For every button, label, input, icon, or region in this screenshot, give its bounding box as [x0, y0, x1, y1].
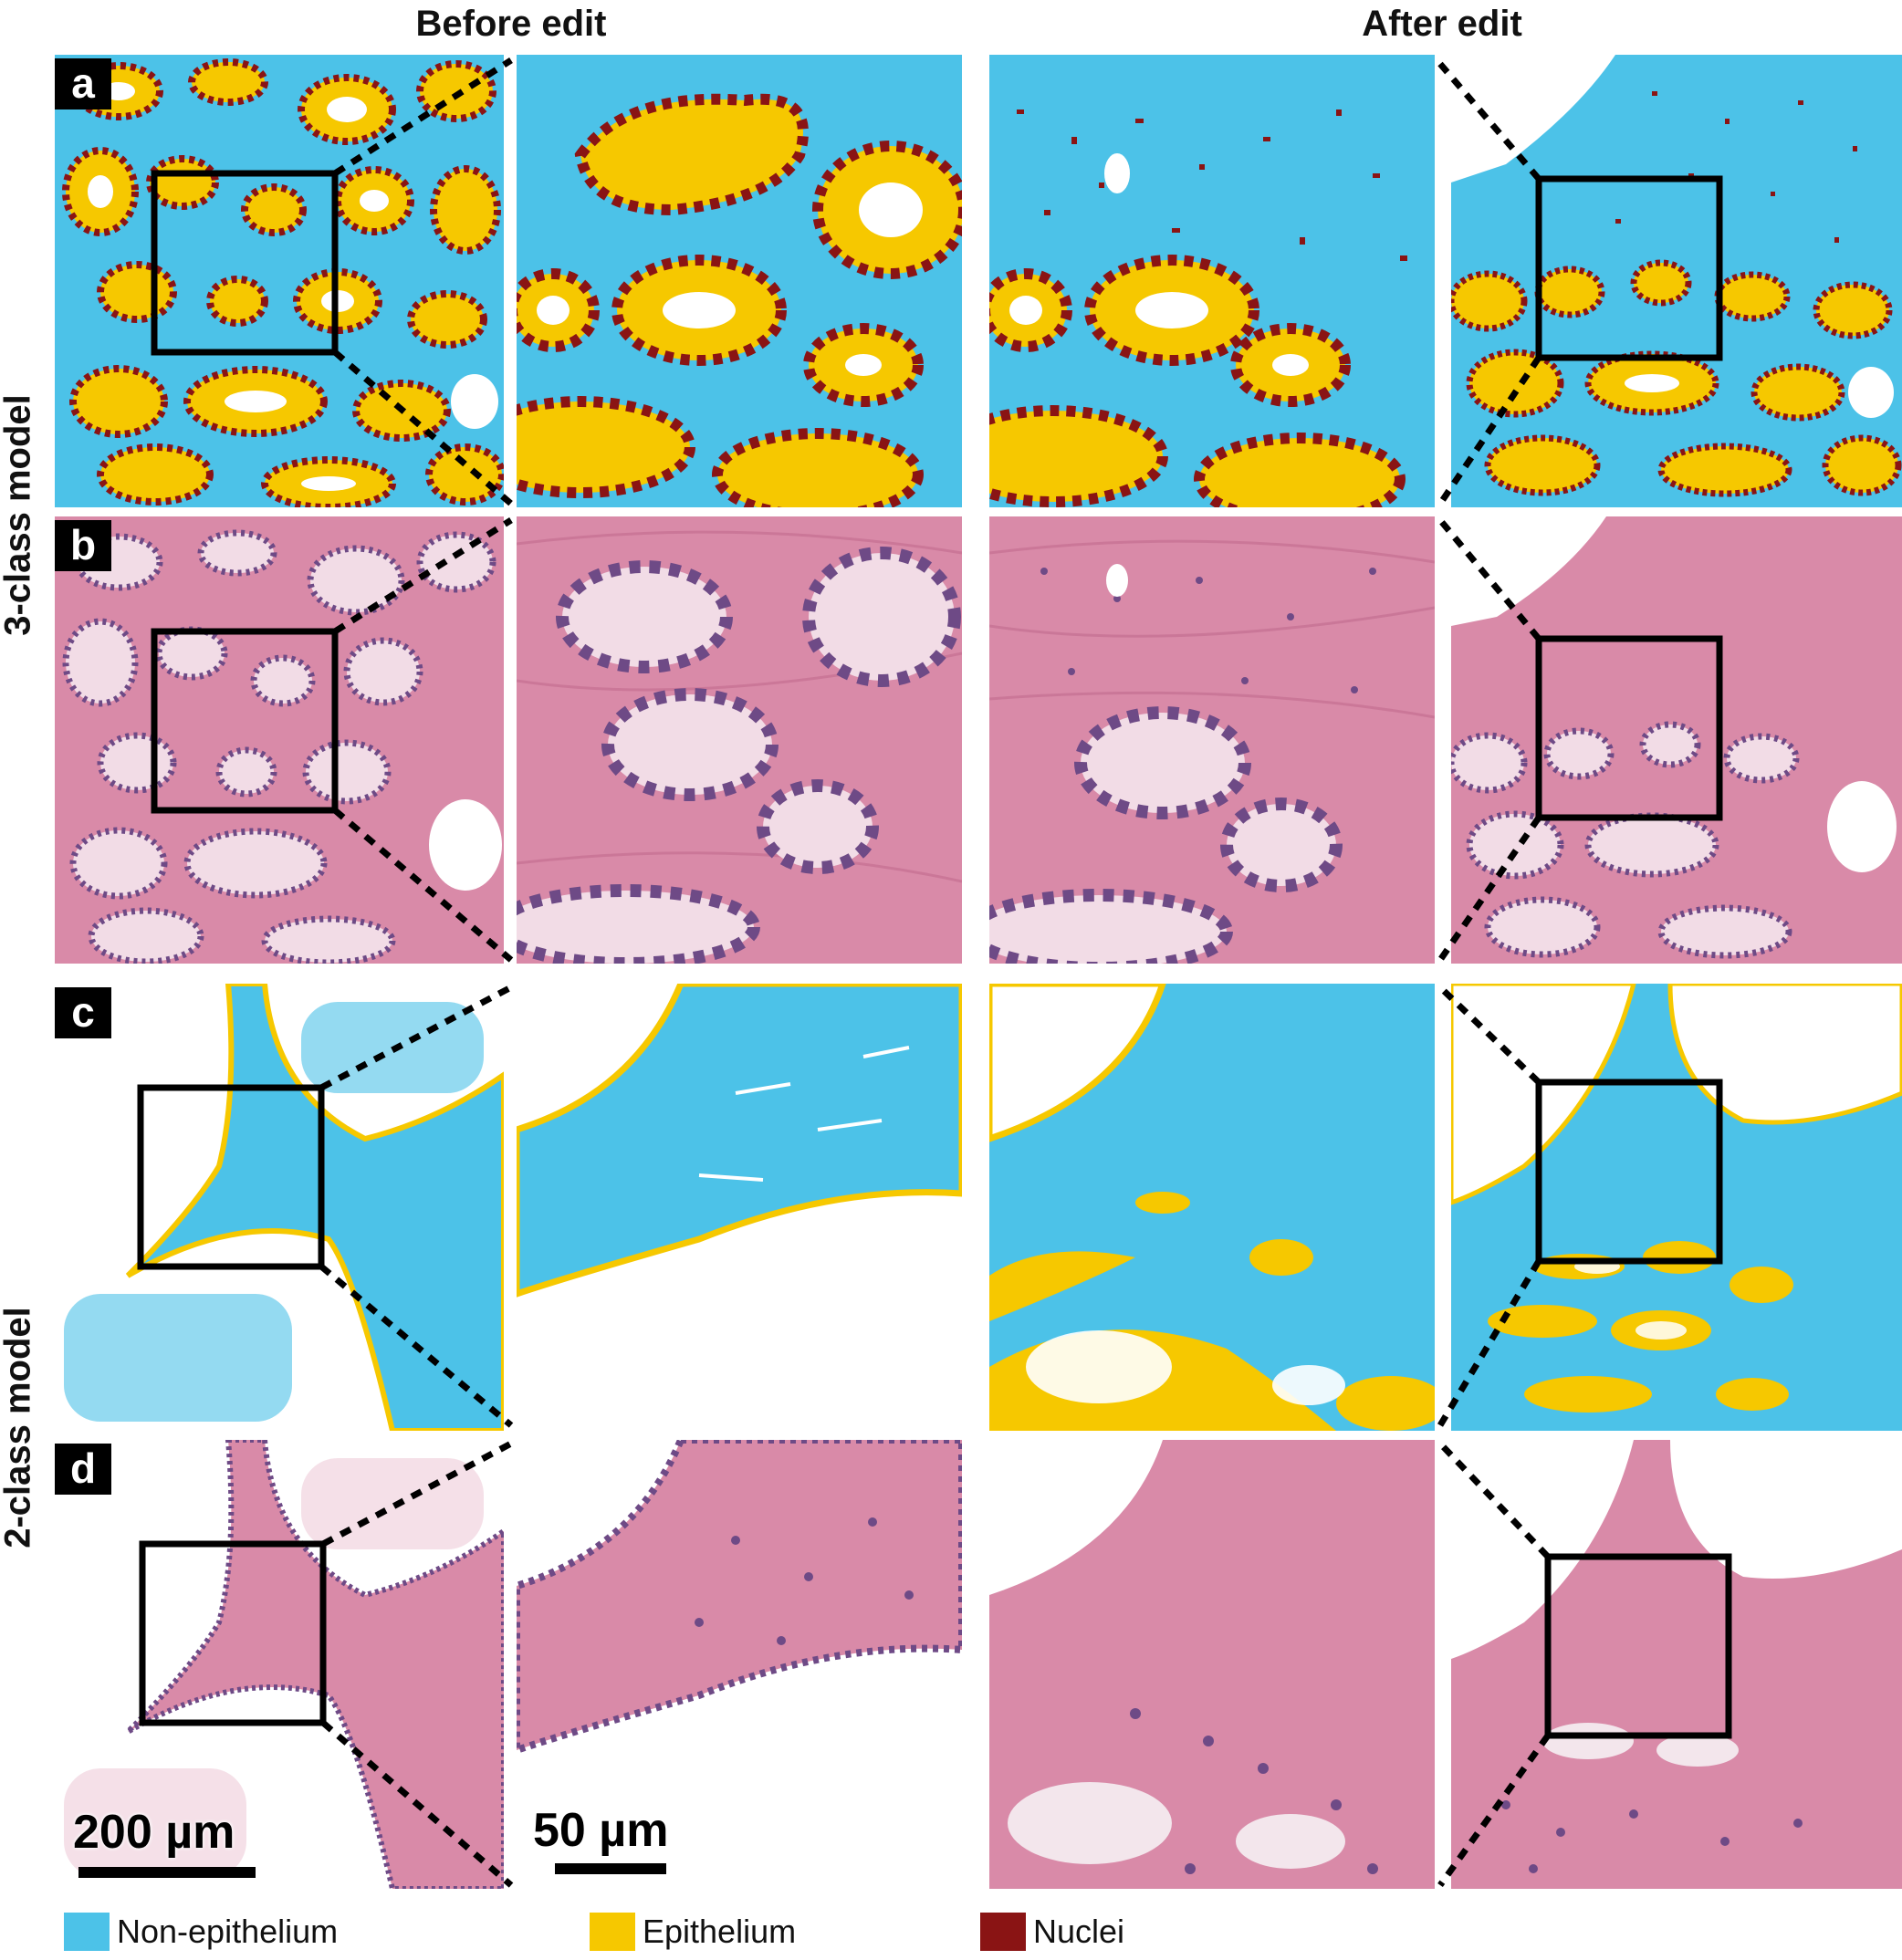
panel-label-d: d	[55, 1444, 111, 1495]
panel-label-c: c	[55, 987, 111, 1038]
legend-swatch-epithelium	[590, 1913, 635, 1951]
column-title-before: Before edit	[415, 4, 607, 44]
panel-b-zoom-after	[989, 516, 1435, 964]
legend-swatch-non-epithelium	[64, 1913, 110, 1951]
scalebar-label-zoom: 50 µm	[533, 1804, 669, 1857]
scalebar-overview	[78, 1867, 256, 1878]
panel-a-overview-after	[1451, 55, 1902, 507]
row-title-3class: 3-class model	[0, 394, 38, 636]
panel-b-overview-before	[55, 516, 504, 964]
panel-label-b: b	[55, 520, 111, 571]
panel-c-overview-after	[1451, 984, 1902, 1431]
legend-label-nuclei: Nuclei	[1033, 1913, 1125, 1950]
panel-d-zoom-before	[517, 1440, 962, 1889]
legend-label-epithelium: Epithelium	[643, 1913, 797, 1950]
row-title-2class: 2-class model	[0, 1307, 38, 1548]
panel-c-zoom-before	[517, 984, 962, 1431]
legend-label-non-epithelium: Non-epithelium	[117, 1913, 339, 1950]
panel-a-zoom-after	[989, 55, 1435, 507]
panel-c-overview-before	[55, 984, 504, 1431]
legend-swatch-nuclei	[980, 1913, 1026, 1951]
panel-a-zoom-before	[517, 55, 962, 507]
panel-a-overview-before	[55, 55, 504, 507]
scalebar-zoom	[555, 1863, 666, 1874]
column-title-after: After edit	[1362, 4, 1522, 44]
panel-b-overview-after	[1451, 516, 1902, 964]
panel-d-zoom-after	[989, 1440, 1435, 1889]
scalebar-label-overview: 200 µm	[73, 1806, 235, 1859]
panel-d-overview-after	[1451, 1440, 1902, 1889]
panel-c-zoom-after	[989, 984, 1435, 1431]
panel-label-a: a	[55, 58, 111, 109]
panel-b-zoom-before	[517, 516, 962, 964]
